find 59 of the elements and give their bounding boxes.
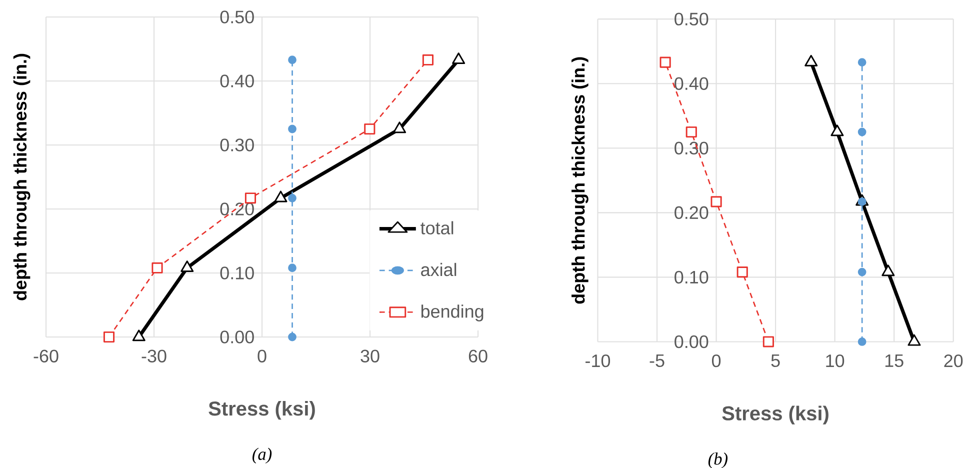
x-tick-label: 60 [468,350,488,362]
point [288,194,296,202]
point [132,330,146,342]
point [858,128,866,136]
point [908,334,921,346]
point [858,197,866,206]
x-tick-label: 30 [360,350,380,362]
x-tick-label: 5 [771,354,780,367]
y-tick-label: 0.40 [220,74,254,88]
x-tick-label: -5 [650,354,664,367]
point [152,262,163,274]
point [736,266,748,278]
text: (b) [708,452,728,468]
legend-label: bending [421,304,484,322]
point [710,196,722,208]
y-axis-title: depth through thickness (in.) [13,54,30,300]
point [858,268,866,276]
point [288,332,296,342]
y-tick-label: 0.20 [220,202,254,216]
point [364,123,376,135]
point [288,264,296,272]
y-tick-label: 0.50 [220,10,254,24]
y-tick-label: 0.30 [220,138,254,152]
point [393,122,406,134]
point [858,338,866,346]
x-tick-label: 10 [826,354,844,368]
point [422,54,434,66]
y-axis-title: depth through thickness (in.) [572,57,588,304]
y-tick-label: 0.20 [674,206,708,220]
x-axis-title: Stress (ksi) [722,406,828,424]
point [103,331,115,343]
y-tick-label: 0.00 [220,330,254,344]
point [858,58,866,67]
y-tick-label: 0.30 [674,142,708,154]
point [762,336,774,348]
point [882,264,895,276]
point [288,124,296,134]
y-tick-label: 0.10 [220,266,254,280]
x-axis-title: Stress (ksi) [208,401,315,420]
x-tick-label: -30 [142,350,166,362]
point [180,260,194,272]
y-tick-label: 0.40 [674,77,708,90]
point [660,56,671,68]
x-tick-label: 0 [258,350,266,362]
point [274,190,288,202]
y-tick-label: 0.50 [674,12,708,26]
x-tick-label: -60 [34,350,58,362]
y-tick-label: 0.00 [674,335,708,348]
x-tick-label: 20 [944,354,963,368]
legend-label: total [420,221,454,234]
point [288,56,296,64]
point [830,124,844,136]
x-tick-label: -10 [586,354,610,368]
text: (a) [252,448,272,464]
y-tick-label: 0.10 [674,270,708,284]
point [686,126,697,138]
x-tick-label: 0 [712,354,721,368]
x-tick-label: 15 [885,354,904,367]
legend-label: axial [421,262,456,276]
